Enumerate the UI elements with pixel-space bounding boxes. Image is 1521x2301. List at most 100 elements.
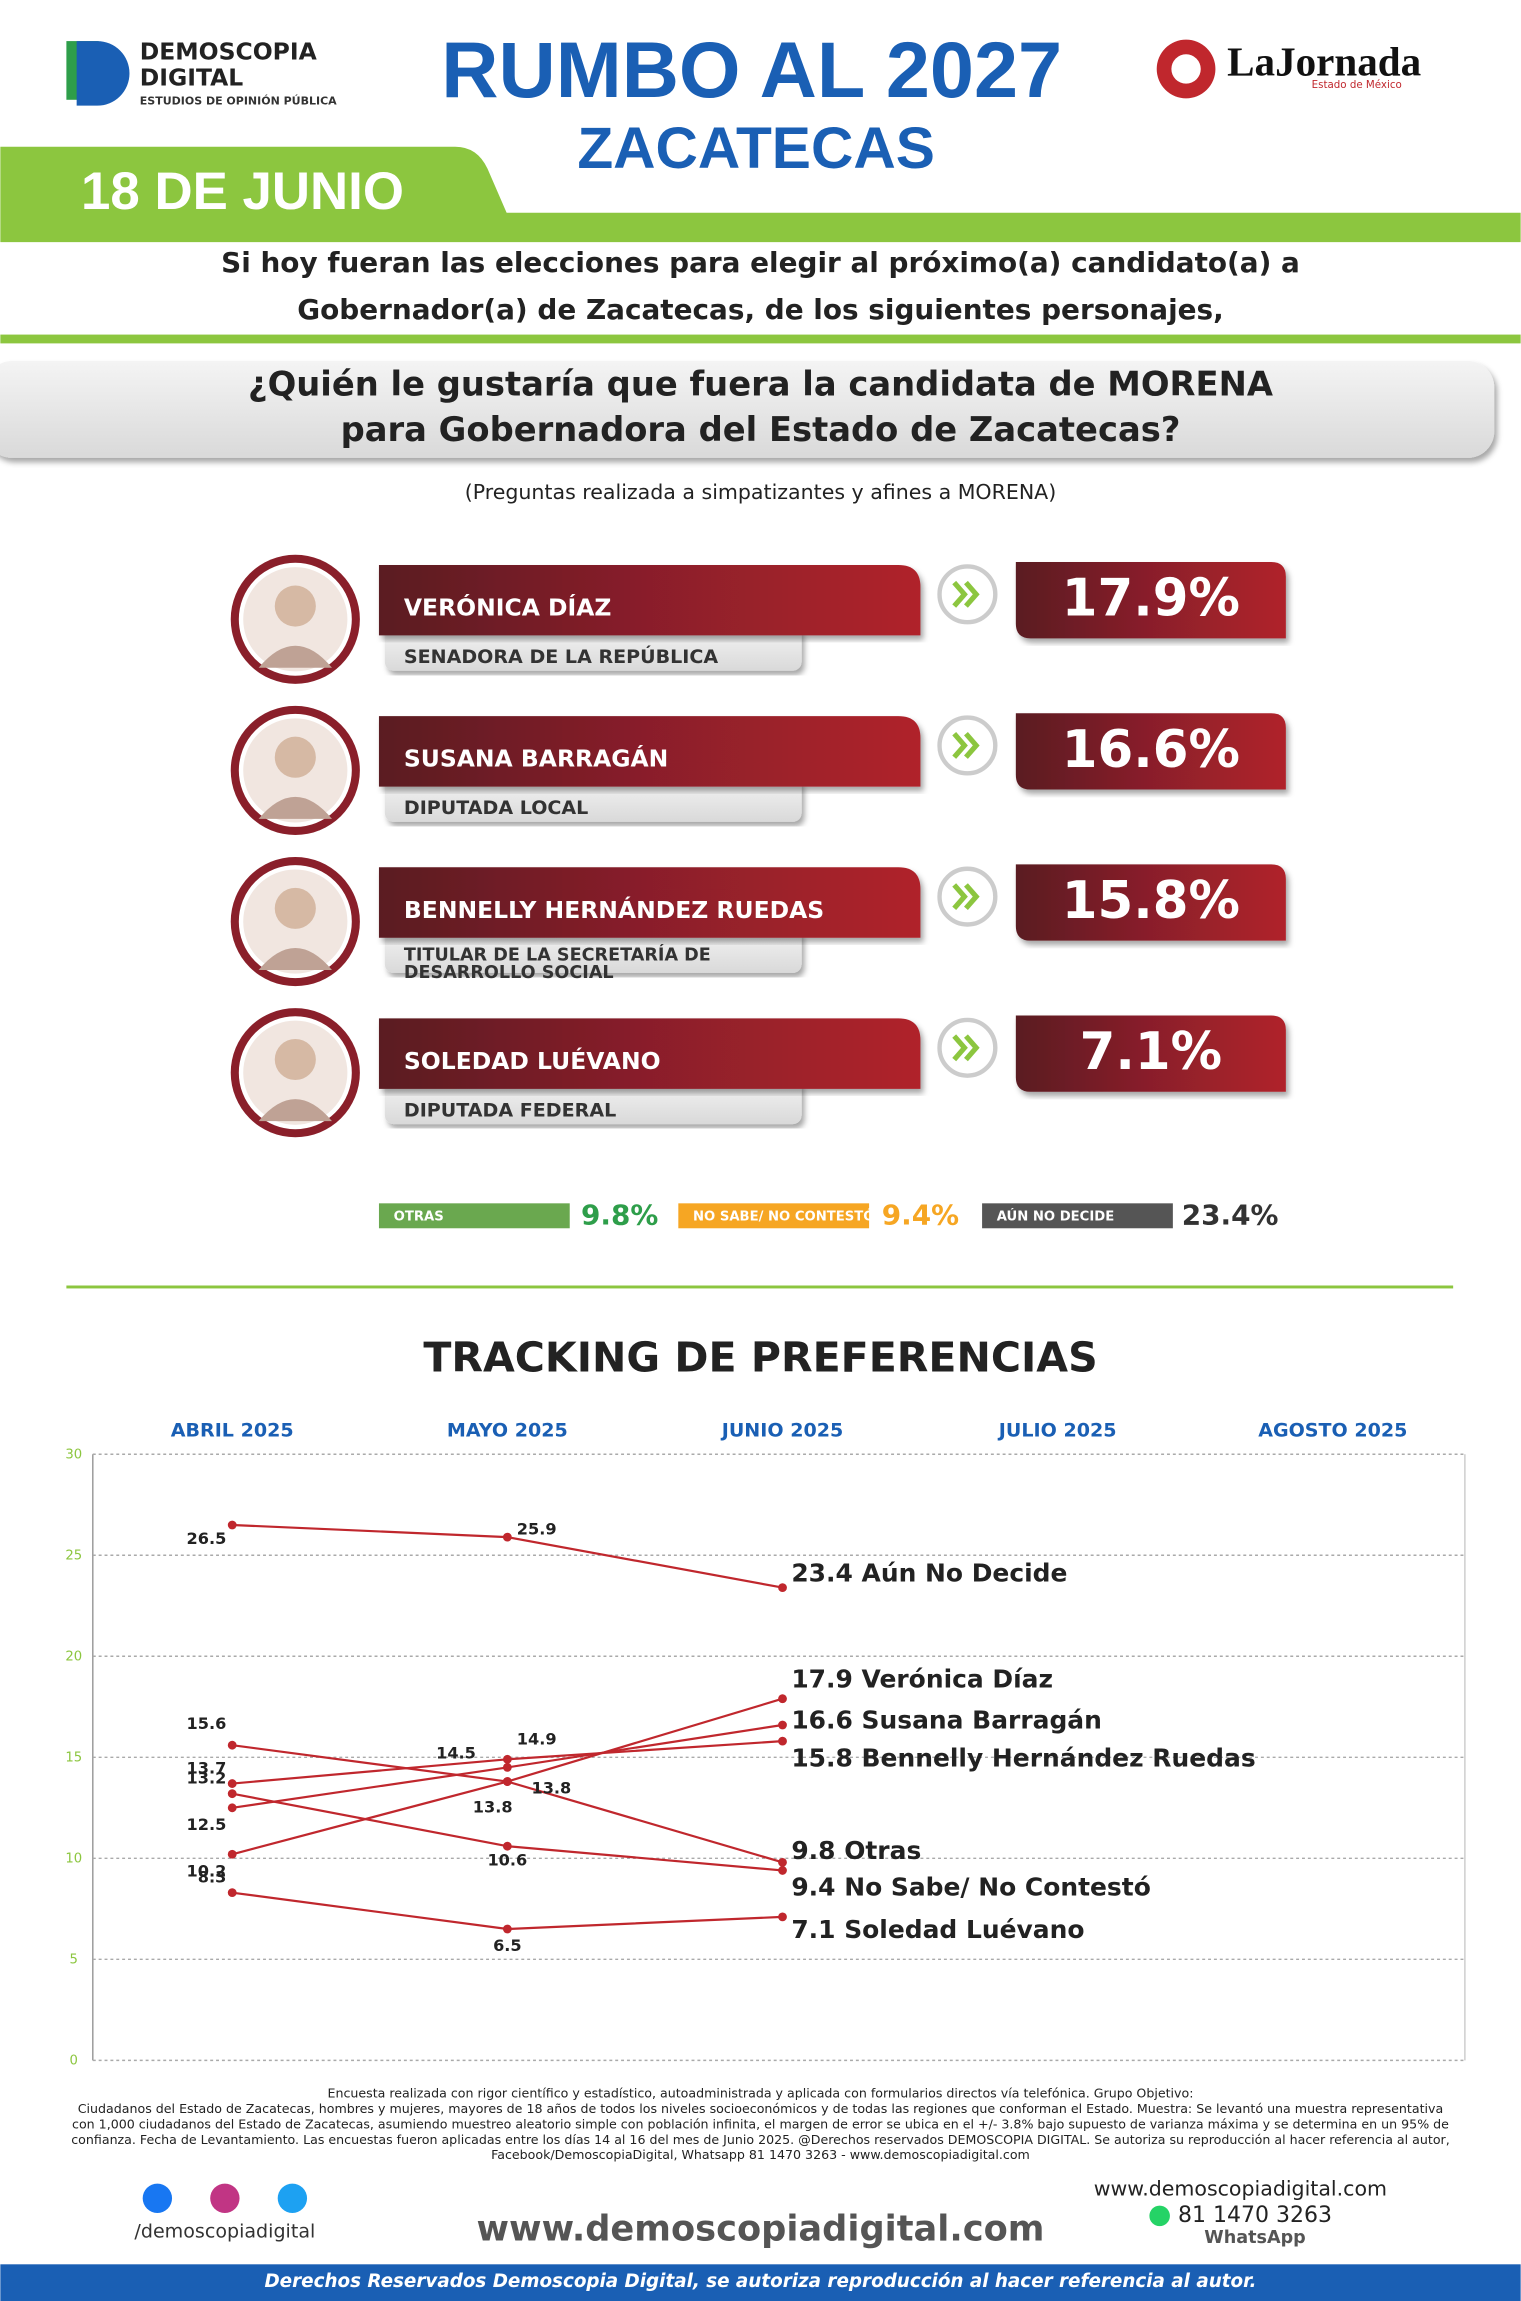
pct-box [1015,864,1286,941]
end-label: 16.6 Susana Barragán [791,1705,1102,1734]
whatsapp-icon [1149,2205,1170,2227]
value-label: 12.5 [187,1815,227,1834]
candidate-name: VERÓNICA DÍAZ [404,594,612,622]
chart-title: TRACKING DE PREFERENCIAS [423,1333,1097,1381]
other-pct: 9.8% [581,1199,658,1232]
candidate-pct: 17.9% [1062,569,1240,629]
end-label: 17.9 Verónica Díaz [791,1664,1053,1693]
end-label: 15.8 Bennelly Hernández Ruedas [791,1744,1255,1773]
candidate-name: SOLEDAD LUÉVANO [404,1047,661,1075]
end-value: 7.1 [791,1915,835,1944]
pct-box [1015,1015,1286,1092]
other-bar [982,1203,1173,1229]
partner-icon-inner [1171,54,1201,84]
data-point [227,1803,237,1813]
value-label: 26.5 [187,1529,227,1548]
end-value: 9.4 [791,1873,835,1902]
other-label: OTRAS [394,1210,444,1225]
title: RUMBO AL 2027 [441,25,1062,114]
end-value: 23.4 [791,1559,853,1588]
question: para Gobernadora del Estado de Zacatecas… [341,410,1181,449]
value-label: 15.6 [187,1714,227,1733]
brand2: DIGITAL [140,64,244,92]
candidate-role: DIPUTADA FEDERAL [404,1099,616,1121]
pct-box [1015,562,1286,639]
website: www.demoscopiadigital.com [477,2209,1045,2250]
social-icon [142,2183,173,2213]
end-value: 9.8 [791,1836,835,1865]
photo-head [274,736,316,778]
data-point [227,1779,237,1788]
method: Ciudadanos del Estado de Zacatecas, homb… [78,2101,1443,2116]
question: ¿Quién le gustaría que fuera la candidat… [248,364,1273,403]
x-tick-label: ABRIL 2025 [171,1419,294,1441]
data-point [227,1740,237,1750]
phone: 81 1470 3263 [1178,2203,1332,2228]
data-point [778,1857,787,1867]
photo-body [258,1099,332,1122]
value-label: 14.5 [436,1744,476,1763]
role-bar [384,928,802,973]
end-label: 9.4 No Sabe/ No Contestó [791,1873,1151,1902]
other-bar [678,1203,870,1229]
data-point [502,1924,512,1934]
candidate-pct: 16.6% [1062,720,1240,780]
x-tick-label: JUNIO 2025 [720,1419,844,1441]
data-point [227,1888,237,1898]
whatsapp: WhatsApp [1204,2228,1306,2248]
value-label: 14.9 [517,1730,557,1749]
other-pct: 9.4% [882,1199,959,1232]
candidate-pct: 7.1% [1080,1022,1222,1082]
x-tick-label: JULIO 2025 [997,1419,1117,1441]
data-point [227,1789,237,1799]
intro: Si hoy fueran las elecciones para elegir… [221,246,1300,279]
end-label: 7.1 Soledad Luévano [791,1915,1084,1944]
legend-name: Soledad Luévano [844,1915,1084,1944]
role-bar [384,626,802,671]
social-icon [210,2183,240,2213]
chevron [952,580,980,608]
candidate-name: BENNELLY HERNÁNDEZ RUEDAS [404,896,824,924]
candidate-name: SUSANA BARRAGÁN [404,745,668,773]
data-point [227,1849,237,1859]
question-box [0,361,1495,458]
social: /demoscopiadigital [134,2221,315,2243]
name-bar [378,716,921,787]
legend-name: No Sabe/ No Contestó [844,1873,1151,1902]
rights: Derechos Reservados Demoscopia Digital, … [264,2271,1256,2292]
y-tick-label: 10 [65,1851,82,1866]
chevron [952,883,980,911]
name-bar [378,1018,921,1089]
method: Facebook/DemoscopiaDigital, Whatsapp 81 … [491,2147,1030,2162]
data-point [778,1912,787,1922]
legend-name: Otras [844,1836,921,1865]
end-value: 16.6 [791,1705,853,1734]
data-point [502,1762,512,1772]
candidate-role: TITULAR DE LA SECRETARÍA DE [404,943,711,965]
legend-name: Susana Barragán [862,1705,1102,1734]
date: 18 DE JUNIO [81,162,404,221]
name-bar [378,564,921,636]
green-line [66,1285,1454,1289]
method: confianza. Fecha de Levantamiento. Las e… [71,2132,1449,2147]
candidate-role: SENADORA DE LA REPÚBLICA [404,644,718,668]
other-label: NO SABE/ NO CONTESTÓ [693,1207,874,1225]
x-tick-label: AGOSTO 2025 [1258,1419,1407,1441]
value-label: 13.8 [473,1797,513,1816]
end-label: 9.8 Otras [791,1836,921,1865]
value-label: 10.6 [487,1850,527,1869]
chevron [952,732,980,759]
partner: LaJornada [1227,38,1421,84]
role-bar [384,1080,802,1125]
green-band [0,146,1521,243]
note: (Preguntas realizada a simpatizantes y a… [465,480,1057,504]
y-tick-label: 5 [70,1952,78,1967]
other-bar [378,1203,570,1229]
series-line [232,1891,783,1931]
other-label: AÚN NO DECIDE [997,1207,1114,1225]
subtitle: ZACATECAS [577,116,935,181]
y-tick-label: 20 [65,1649,82,1664]
bottom-bar [0,2264,1521,2301]
data-point [778,1720,787,1730]
